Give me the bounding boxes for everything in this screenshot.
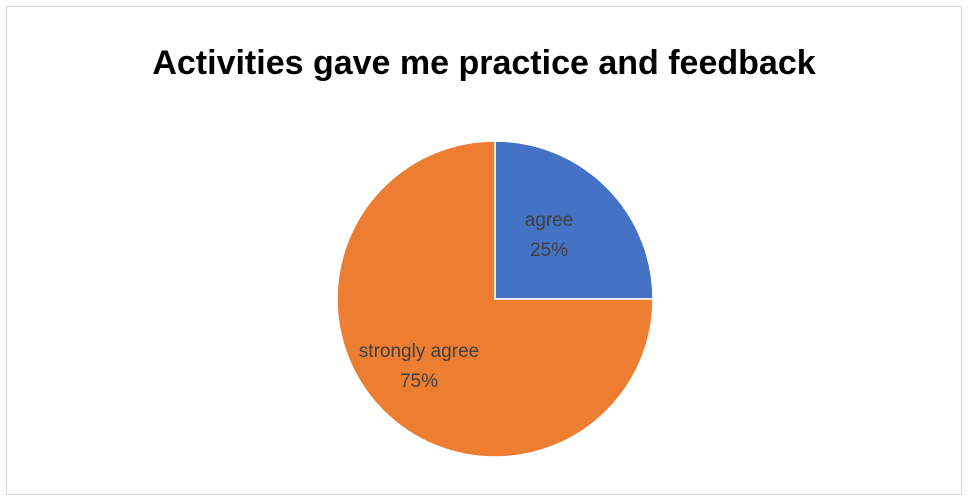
pie-label-category: agree (525, 210, 574, 231)
pie-label-percent: 75% (400, 371, 438, 392)
pie-label-agree: agree 25% (525, 210, 574, 261)
pie-label-percent: 25% (530, 240, 568, 261)
pie-slice-strongly-agree (336, 140, 654, 458)
pie-slice-agree (494, 140, 654, 300)
chart-title: Activities gave me practice and feedback (152, 44, 816, 82)
pie-label-category: strongly agree (359, 341, 479, 362)
pie-slices (336, 140, 654, 458)
pie-label-strongly-agree: strongly agree 75% (359, 341, 479, 392)
pie-labels: agree 25% strongly agree 75% (359, 210, 574, 392)
